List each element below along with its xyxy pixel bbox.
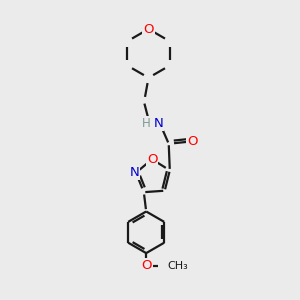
Text: O: O bbox=[187, 135, 198, 148]
Text: O: O bbox=[147, 153, 157, 166]
Text: O: O bbox=[143, 22, 154, 35]
Text: N: N bbox=[153, 117, 163, 130]
Text: O: O bbox=[141, 259, 152, 272]
Text: H: H bbox=[142, 117, 151, 130]
Text: CH₃: CH₃ bbox=[167, 261, 188, 271]
Text: N: N bbox=[130, 166, 140, 179]
